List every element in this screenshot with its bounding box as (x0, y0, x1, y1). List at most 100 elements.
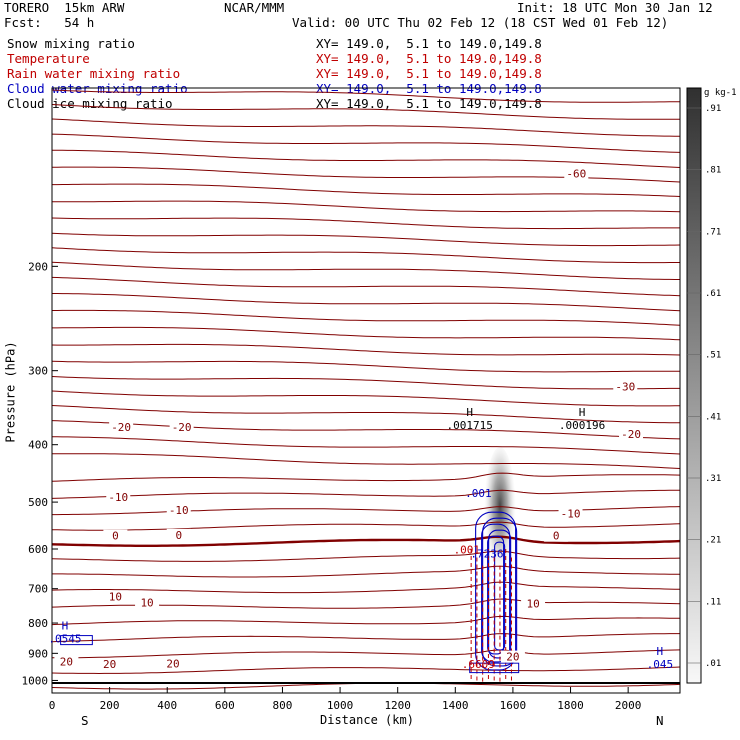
colorbar-tick-label: .41 (705, 412, 721, 422)
colorbar (686, 87, 702, 684)
temperature-label: 0 (553, 530, 560, 543)
cell-contour-label: .001 (465, 487, 492, 500)
temperature-label: 0 (175, 529, 182, 542)
temperature-label: 20 (506, 651, 519, 664)
x-tick-label: 1200 (384, 699, 411, 712)
x-tick-label: 200 (100, 699, 120, 712)
temperature-label-bg (103, 529, 128, 542)
temperature-label-bg (500, 650, 525, 663)
model-title: TORERO 15km ARW (4, 0, 125, 15)
temperature-label: 20 (103, 658, 116, 671)
colorbar-tick-label: .81 (705, 166, 721, 176)
temperature-contour (52, 565, 680, 578)
temperature-contour (52, 247, 680, 264)
temperature-label-bg (54, 655, 79, 668)
temperature-label: 0 (112, 530, 119, 543)
y-tick-label: 300 (28, 365, 48, 378)
temperature-contour (52, 666, 680, 675)
temperature-contour (52, 309, 680, 326)
cell-contour-label: .7236 (470, 547, 503, 560)
init-time: Init: 18 UTC Mon 30 Jan 12 (517, 0, 713, 15)
temperature-contour (52, 649, 680, 659)
temperature-label: 10 (109, 591, 122, 604)
temperature-label: -20 (172, 421, 192, 434)
colorbar-tick-label: .51 (705, 351, 721, 361)
x-tick-label: 400 (157, 699, 177, 712)
temperature-contour (52, 376, 680, 390)
temperature-label: 10 (526, 598, 539, 611)
legend-xy: XY= 149.0, 5.1 to 149.0,149.8 (316, 36, 542, 51)
temperature-label-bg (521, 597, 546, 610)
colorbar-tick-label: .11 (705, 597, 721, 607)
temperature-contour (52, 343, 680, 356)
temperature-label: -30 (615, 380, 635, 393)
temperature-contour (52, 149, 680, 168)
temperature-label-bg (135, 596, 160, 609)
x-tick-label: 1400 (442, 699, 469, 712)
temperature-label: -10 (561, 508, 581, 521)
temperature-label: -20 (621, 428, 641, 441)
y-tick-label: 800 (28, 617, 48, 630)
temperature-label-bg (97, 658, 122, 671)
temperature-contour (52, 436, 680, 455)
center-label: NCAR/MMM (224, 0, 285, 15)
temperature-contour (52, 200, 680, 213)
temperature-contour (52, 489, 680, 499)
south-label: S (81, 713, 89, 728)
temperature-label-bg (619, 427, 644, 440)
temperature-contour (52, 118, 680, 137)
x-tick-label: 0 (49, 699, 56, 712)
extremum-value: .045 (647, 658, 674, 671)
temperature-contour (52, 420, 680, 440)
temperature-contour (52, 104, 680, 120)
temperature-label: -10 (108, 491, 128, 504)
temperature-contour (52, 390, 680, 407)
temperature-contour (52, 261, 680, 280)
legend-xy: XY= 149.0, 5.1 to 149.0,149.8 (316, 96, 542, 111)
temperature-contour (52, 183, 680, 197)
valid-time: Valid: 00 UTC Thu 02 Feb 12 (18 CST Wed … (292, 15, 669, 30)
cloud-water-contour (60, 635, 93, 646)
temperature-label-bg (166, 504, 191, 517)
cloud-water-contour (469, 662, 520, 674)
north-label: N (656, 713, 664, 728)
x-tick-label: 2000 (615, 699, 642, 712)
temperature-label: -10 (169, 504, 189, 517)
legend-name: Temperature (7, 51, 90, 66)
extremum-marker: H (466, 406, 473, 419)
temperature-contour (52, 581, 680, 594)
temperature-label-bg (169, 421, 194, 434)
y-tick-label: 400 (28, 439, 48, 452)
temperature-label-bg (564, 167, 589, 180)
temperature-contour (52, 217, 680, 230)
y-tick-label: 600 (28, 543, 48, 556)
temperature-label-bg (160, 657, 185, 670)
temperature-label-bg (109, 421, 134, 434)
y-tick-label: 700 (28, 583, 48, 596)
legend-xy: XY= 149.0, 5.1 to 149.0,149.8 (316, 66, 542, 81)
temperature-label-bg (106, 490, 131, 503)
y-tick-label: 900 (28, 647, 48, 660)
extremum-value: .000196 (559, 419, 605, 432)
y-axis-label: Pressure (hPa) (3, 341, 18, 443)
extremum-marker: H (579, 406, 586, 419)
temperature-label: -60 (566, 168, 586, 181)
temperature-contour (52, 232, 680, 247)
legend-xy: XY= 149.0, 5.1 to 149.0,149.8 (316, 51, 542, 66)
colorbar-tick-label: .91 (705, 104, 721, 114)
temperature-contour (52, 326, 680, 341)
temperature-label: 20 (166, 658, 179, 671)
temperature-label: -20 (111, 421, 131, 434)
temperature-contour (52, 682, 680, 690)
plot-frame (51, 87, 681, 694)
legend-name: Rain water mixing ratio (7, 66, 181, 81)
x-tick-label: 1000 (327, 699, 354, 712)
cloud-water-contour (481, 523, 511, 663)
x-axis-label: Distance (km) (320, 713, 414, 727)
colorbar-tick-label: .61 (705, 289, 721, 299)
colorbar-unit: g kg-1 (704, 88, 737, 98)
extremum-marker: H (62, 620, 69, 633)
colorbar-tick-label: .31 (705, 474, 721, 484)
temperature-contour (52, 633, 680, 643)
y-tick-label: 1000 (22, 674, 49, 687)
